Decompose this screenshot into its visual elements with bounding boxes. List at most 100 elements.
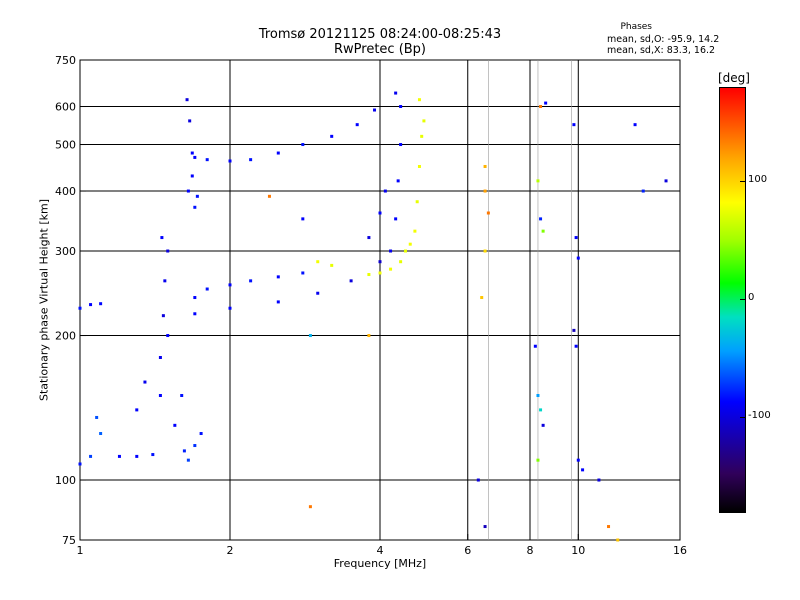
data-point-x xyxy=(399,260,403,264)
data-point-o xyxy=(158,355,162,359)
y-tick-label: 600 xyxy=(55,101,76,114)
data-point-o xyxy=(249,158,253,162)
x-tick-label: 16 xyxy=(673,544,687,557)
data-point-noise xyxy=(539,217,543,221)
colorbar-tick-label: 0 xyxy=(748,292,755,303)
data-point-o xyxy=(228,159,232,163)
y-tick-label: 300 xyxy=(55,245,76,258)
data-point-o xyxy=(205,158,209,162)
data-point-o xyxy=(355,123,359,127)
data-point-o xyxy=(330,134,334,138)
data-point-o xyxy=(301,143,305,147)
data-point-o xyxy=(160,236,164,240)
x-tick-label: 4 xyxy=(377,544,384,557)
data-point-o xyxy=(78,306,82,310)
x-axis-label: Frequency [MHz] xyxy=(333,557,427,570)
data-point-noise xyxy=(574,344,578,348)
phases-stat-o: mean, sd,O: -95.9, 14.2 xyxy=(607,34,720,45)
data-point-noise xyxy=(576,458,580,462)
data-point-o xyxy=(276,151,280,155)
data-point-o xyxy=(205,287,209,291)
data-point-noise xyxy=(574,236,578,240)
data-point-x xyxy=(367,273,371,277)
data-point-o xyxy=(78,462,82,466)
data-point-o xyxy=(199,432,203,436)
data-point-o xyxy=(190,151,194,155)
x-tick-label: 2 xyxy=(227,544,234,557)
data-point-x xyxy=(403,249,407,253)
data-point-o xyxy=(182,449,186,453)
data-point-x xyxy=(316,260,320,264)
data-point-noise xyxy=(486,211,490,215)
data-point-noise xyxy=(541,229,545,233)
data-point-noise xyxy=(367,334,371,338)
data-point-noise xyxy=(536,179,540,183)
data-point-o xyxy=(394,91,398,95)
data-point-x xyxy=(413,229,417,233)
data-point-x xyxy=(417,164,421,168)
data-point-o xyxy=(117,454,121,458)
data-point-x xyxy=(408,242,412,246)
data-point-noise xyxy=(572,328,576,332)
colorbar-tick-label: -100 xyxy=(748,409,771,421)
data-point-noise xyxy=(581,468,585,472)
x-tick-label: 6 xyxy=(464,544,471,557)
chart-subtitle: RwPretec (Bp) xyxy=(333,42,427,57)
data-point-o xyxy=(349,279,353,283)
data-point-o xyxy=(228,306,232,310)
data-point-noise xyxy=(616,538,620,542)
data-point-o xyxy=(135,454,139,458)
x-tick-label: 8 xyxy=(527,544,534,557)
data-point-o xyxy=(378,211,382,215)
phases-stat-x: mean, sd,X: 83.3, 16.2 xyxy=(607,45,716,56)
data-point-o xyxy=(301,271,305,275)
x-tick-label: 10 xyxy=(571,544,585,557)
phases-title: Phases xyxy=(620,22,652,32)
data-point-noise xyxy=(541,423,545,427)
data-point-o xyxy=(190,174,194,178)
data-point-o xyxy=(276,300,280,304)
data-point-o xyxy=(89,303,93,307)
data-point-o xyxy=(276,275,280,279)
y-tick-label: 750 xyxy=(55,54,76,67)
y-tick-label: 200 xyxy=(55,330,76,343)
data-point-o xyxy=(180,394,184,398)
data-point-noise xyxy=(539,408,543,412)
data-point-o xyxy=(249,279,253,283)
data-point-noise xyxy=(607,525,611,529)
data-point-noise xyxy=(597,478,601,482)
data-point-x xyxy=(378,271,382,275)
y-axis-label: Stationary phase Virtual Height [km] xyxy=(37,198,51,402)
data-point-x xyxy=(417,98,421,102)
colorbar-tick xyxy=(740,181,746,183)
data-point-noise xyxy=(483,164,487,168)
data-point-noise xyxy=(633,123,637,127)
data-point-o xyxy=(316,291,320,295)
data-point-noise xyxy=(576,256,580,260)
data-point-noise xyxy=(539,105,543,109)
colorbar-unit: [deg] xyxy=(718,71,750,85)
data-point-o xyxy=(193,205,197,209)
data-point-o xyxy=(95,415,99,419)
data-point-o xyxy=(166,249,170,253)
data-point-x xyxy=(420,134,424,138)
data-point-noise xyxy=(308,505,312,509)
data-point-o xyxy=(396,179,400,183)
data-point-x xyxy=(415,200,419,204)
data-point-o xyxy=(89,454,93,458)
colorbar-tick xyxy=(740,416,746,418)
data-point-o xyxy=(173,423,177,427)
data-point-o xyxy=(151,453,155,457)
colorbar-tick-label: 100 xyxy=(748,174,768,186)
data-point-noise xyxy=(483,249,487,253)
data-point-o xyxy=(193,444,197,448)
data-point-o xyxy=(378,260,382,264)
data-point-o xyxy=(188,119,192,123)
data-point-o xyxy=(135,408,139,412)
data-point-x xyxy=(330,263,334,267)
data-point-o xyxy=(399,143,403,147)
data-point-noise xyxy=(641,189,645,193)
data-point-o xyxy=(373,108,377,112)
data-point-noise xyxy=(301,217,305,221)
